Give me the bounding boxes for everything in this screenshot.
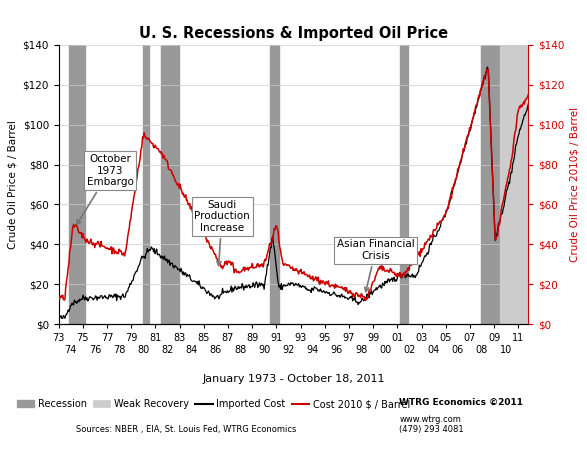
Title: U. S. Recessions & Imported Oil Price: U. S. Recessions & Imported Oil Price	[139, 26, 448, 41]
Text: 76: 76	[89, 345, 101, 355]
Legend: Recession, Weak Recovery, Imported Cost, Cost 2010 $ / Barrel: Recession, Weak Recovery, Imported Cost,…	[16, 399, 410, 409]
Text: 10: 10	[500, 345, 512, 355]
Text: October
1973
Embargo: October 1973 Embargo	[77, 154, 133, 225]
Bar	[161, 45, 178, 324]
Text: 98: 98	[355, 345, 367, 355]
Text: 78: 78	[113, 345, 126, 355]
Y-axis label: Crude Oil Price $ / Barrel: Crude Oil Price $ / Barrel	[7, 120, 17, 249]
Text: 06: 06	[451, 345, 464, 355]
Text: 04: 04	[427, 345, 440, 355]
Text: 92: 92	[282, 345, 295, 355]
Text: 88: 88	[234, 345, 246, 355]
Bar	[69, 45, 85, 324]
Bar	[400, 45, 409, 324]
Text: 08: 08	[476, 345, 488, 355]
Bar	[481, 45, 500, 324]
Text: Asian Financial
Crisis: Asian Financial Crisis	[337, 239, 414, 292]
Text: WTRG Economics ©2011: WTRG Economics ©2011	[399, 398, 523, 407]
Text: 00: 00	[379, 345, 392, 355]
Text: 96: 96	[330, 345, 343, 355]
Text: 90: 90	[258, 345, 271, 355]
Bar	[271, 45, 279, 324]
Text: 74: 74	[65, 345, 77, 355]
Text: 80: 80	[137, 345, 150, 355]
Text: 82: 82	[161, 345, 174, 355]
Y-axis label: Crude Oil Price 2010$ / Barrel: Crude Oil Price 2010$ / Barrel	[570, 107, 580, 262]
Text: 02: 02	[403, 345, 416, 355]
Text: 84: 84	[185, 345, 198, 355]
Text: Sources: NBER , EIA, St. Louis Fed, WTRG Economics: Sources: NBER , EIA, St. Louis Fed, WTRG…	[76, 425, 296, 434]
Bar	[500, 45, 528, 324]
Text: Saudi
Production
Increase: Saudi Production Increase	[194, 200, 250, 266]
Text: 86: 86	[210, 345, 222, 355]
Text: 94: 94	[306, 345, 319, 355]
Bar	[143, 45, 150, 324]
Text: January 1973 - October 18, 2011: January 1973 - October 18, 2011	[203, 374, 384, 384]
Text: www.wtrg.com
(479) 293 4081: www.wtrg.com (479) 293 4081	[399, 415, 464, 434]
